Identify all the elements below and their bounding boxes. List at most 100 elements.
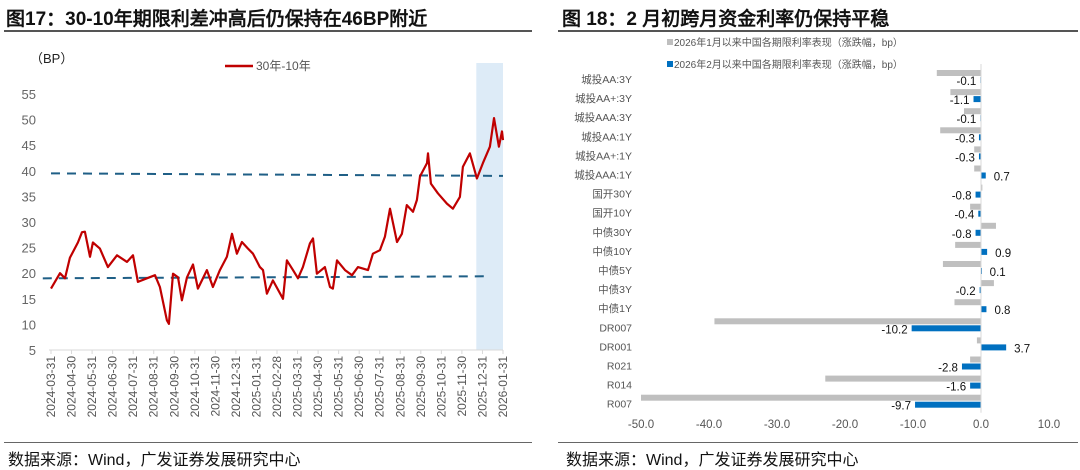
bar-jan [942, 261, 981, 267]
right-source-divider [558, 442, 1078, 443]
x-tick-label: 2025-07-31 [373, 356, 387, 418]
x-tick-label: 2025-06-30 [352, 356, 366, 418]
y-tick-label: 35 [22, 189, 36, 204]
bar-jan [964, 108, 981, 115]
category-label: 城投AAA:3Y [574, 111, 632, 124]
series-line-30y-10y [50, 116, 505, 325]
bar-feb [970, 382, 981, 389]
bar-feb [915, 401, 981, 408]
category-label: 城投AA+:1Y [575, 149, 632, 162]
category-label: 中债1Y [598, 302, 632, 315]
bar-jan [714, 318, 981, 325]
legend-swatch [667, 39, 673, 45]
bar-value-label: -0.3 [955, 152, 975, 164]
left-line-chart: （BP） 30年-10年 5 10 15 20 25 30 35 40 45 50 55 2024-03-… [22, 51, 510, 418]
x-tick-label: 2025-03-31 [291, 356, 305, 418]
bar-feb [978, 153, 981, 160]
bar-value-label: -1.1 [950, 95, 970, 107]
legend-label: 30年-10年 [256, 59, 311, 73]
bar-value-label: -10.2 [881, 324, 907, 336]
category-label: 中债10Y [592, 245, 632, 258]
category-label: 城投AAA:1Y [574, 169, 632, 182]
category-label: 城投AA+:3Y [575, 92, 632, 105]
y-tick-label: 5 [29, 343, 36, 358]
bar-jan [955, 241, 981, 248]
y-tick-label: 30 [22, 215, 36, 230]
bar-feb [961, 363, 981, 370]
bar-value-label: 0.9 [995, 248, 1011, 260]
reference-dashed-line [50, 172, 504, 177]
right-source-note: 数据来源：Wind，广发证券发展研究中心 [566, 452, 859, 469]
x-tick-label: 2025-09-30 [414, 356, 428, 418]
bar-value-label: 0.1 [990, 267, 1006, 279]
bar-jan [970, 356, 981, 363]
legend-swatch [667, 61, 673, 67]
category-label: R007 [607, 399, 632, 411]
x-tick-label: -30.0 [764, 419, 790, 431]
x-tick-label: 2025-08-31 [393, 356, 407, 418]
bar-feb [973, 96, 981, 103]
bar-value-label: -0.1 [956, 76, 976, 88]
category-label: 中债5Y [598, 264, 632, 277]
right-chart-title: 图 18：2 月初跨月资金利率仍保持平稳 [562, 9, 890, 30]
bar-jan [974, 165, 981, 172]
x-tick-label: 2025-05-31 [332, 356, 346, 418]
category-label: R021 [607, 361, 632, 373]
right-title-divider [558, 30, 1078, 32]
bar-value-label: -0.3 [955, 133, 975, 145]
x-tick-label: 2024-05-31 [85, 356, 99, 418]
x-tick-label: 2025-10-31 [434, 356, 448, 418]
category-label: R014 [607, 380, 632, 392]
bar-value-label: -0.8 [952, 191, 972, 203]
bar-jan [641, 394, 981, 401]
x-tick-label: 0.0 [973, 419, 989, 431]
bar-jan [974, 146, 981, 153]
x-tick-label: 2025-12-31 [475, 356, 489, 418]
bar-feb [981, 172, 986, 179]
x-tick-label: -20.0 [832, 419, 858, 431]
bar-value-label: 0.7 [994, 172, 1010, 184]
x-tick-label: -40.0 [696, 419, 722, 431]
y-tick-label: 20 [22, 266, 36, 281]
bar-value-label: -1.6 [946, 382, 966, 394]
bar-value-label: -2.8 [938, 363, 958, 375]
bar-value-label: 0.8 [994, 305, 1010, 317]
y-tick-label: 25 [22, 241, 36, 256]
bar-value-label: -0.2 [956, 286, 976, 298]
x-tick-label: -10.0 [900, 419, 926, 431]
right-bar-chart: 2026年1月以来中国各期限利率表现（涨跌幅，bp） 2026年2月以来中国各期限… [574, 36, 1060, 431]
x-tick-label: 2025-04-30 [311, 356, 325, 418]
x-tick-label: 2025-02-28 [270, 356, 284, 418]
x-tick-label: 2024-06-30 [106, 356, 120, 418]
bar-feb [978, 134, 981, 141]
x-tick-label: -50.0 [628, 419, 654, 431]
bar-value-label: -0.4 [954, 210, 974, 222]
bar-feb [975, 229, 981, 236]
bar-jan [950, 89, 981, 96]
x-tick-label: 2026-01-31 [496, 356, 510, 418]
y-tick-label: 10 [22, 317, 36, 332]
bar-jan [970, 203, 981, 210]
y-tick-label: 45 [22, 138, 36, 153]
left-source-note: 数据来源：Wind，广发证券发展研究中心 [8, 452, 301, 469]
bar-feb [911, 325, 981, 332]
y-axis-unit-label: （BP） [30, 51, 73, 66]
left-title-divider [4, 30, 532, 32]
x-tick-label: 2024-12-31 [229, 356, 243, 418]
category-label: DR001 [599, 341, 632, 353]
x-tick-label: 2024-07-31 [126, 356, 140, 418]
category-label: 城投AA:3Y [581, 73, 632, 86]
category-label: 中债30Y [592, 226, 632, 239]
category-label: 城投AA:1Y [581, 130, 632, 143]
legend-label: 2026年2月以来中国各期限利率表现（涨跌幅，bp） [674, 58, 903, 71]
bar-feb [981, 306, 987, 313]
bar-feb [979, 287, 981, 294]
category-label: 中债3Y [598, 283, 632, 296]
bar-jan [936, 70, 981, 76]
x-tick-label: 2024-03-31 [44, 356, 58, 418]
left-source-divider [4, 442, 532, 443]
reference-dashed-line [42, 275, 491, 280]
y-tick-label: 50 [22, 113, 36, 128]
bar-jan [981, 280, 994, 287]
